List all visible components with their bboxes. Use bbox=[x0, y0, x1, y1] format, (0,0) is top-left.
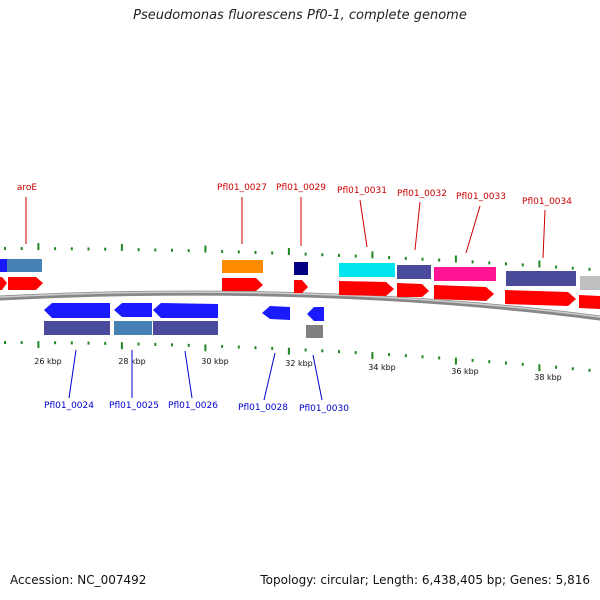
leader-Pfl01_0024 bbox=[68, 349, 77, 399]
gene-Pfl01_0032-box[interactable] bbox=[397, 265, 431, 279]
reverse-features bbox=[44, 303, 324, 338]
forward-features bbox=[0, 259, 600, 309]
cds-aroE-arrow[interactable] bbox=[8, 277, 43, 290]
leader-Pfl01_0033 bbox=[465, 205, 481, 254]
label-Pfl01_0034[interactable]: Pfl01_0034 bbox=[522, 197, 572, 207]
genome-backbone bbox=[0, 290, 600, 321]
label-Pfl01_0026[interactable]: Pfl01_0026 bbox=[168, 401, 218, 411]
label-Pfl01_0027[interactable]: Pfl01_0027 bbox=[217, 183, 267, 193]
gene-Pfl01_0025-box[interactable] bbox=[114, 321, 152, 335]
leader-Pfl01_0031 bbox=[359, 199, 368, 248]
gene-Pfl01_0031-box[interactable] bbox=[339, 263, 395, 277]
gene-Pfl01_0030-box[interactable] bbox=[306, 325, 323, 338]
leader-Pfl01_0034 bbox=[542, 209, 546, 259]
cds-Pfl01_0024-arrow[interactable] bbox=[44, 303, 110, 318]
gene-Pfl01_0024-box[interactable] bbox=[44, 321, 110, 335]
cds-Pfl01_0030-arrow[interactable] bbox=[307, 307, 324, 321]
gene-aroE-box[interactable] bbox=[0, 259, 42, 272]
cds-next-arrow[interactable] bbox=[579, 295, 600, 309]
scale-label-30kbp: 30 kbp bbox=[201, 357, 229, 366]
label-Pfl01_0032[interactable]: Pfl01_0032 bbox=[397, 189, 447, 199]
scale-label-26kbp: 26 kbp bbox=[34, 357, 62, 366]
label-Pfl01_0031[interactable]: Pfl01_0031 bbox=[337, 186, 387, 196]
map-title: Pseudomonas fluorescens Pf0-1, complete … bbox=[133, 8, 467, 23]
bottom-leader-lines bbox=[68, 349, 323, 401]
scale-label-34kbp: 34 kbp bbox=[368, 363, 396, 372]
cds-Pfl01_0027-arrow[interactable] bbox=[222, 278, 263, 291]
cds-Pfl01_0026-arrow[interactable] bbox=[153, 303, 218, 318]
cds-Pfl01_0031-arrow[interactable] bbox=[339, 281, 394, 296]
accession-text: Accession: NC_007492 bbox=[10, 573, 147, 587]
gene-Pfl01_0026-box[interactable] bbox=[153, 321, 218, 335]
label-Pfl01_0025[interactable]: Pfl01_0025 bbox=[109, 401, 159, 411]
gene-Pfl01_0033-box[interactable] bbox=[434, 267, 496, 281]
cds-Pfl01_0025-arrow[interactable] bbox=[114, 303, 152, 317]
gene-prev-box[interactable] bbox=[0, 259, 7, 272]
leader-Pfl01_0026 bbox=[184, 350, 193, 399]
cds-prev-arrow[interactable] bbox=[0, 277, 7, 290]
genome-summary-text: Topology: circular; Length: 6,438,405 bp… bbox=[260, 573, 590, 587]
leader-Pfl01_0028 bbox=[263, 352, 276, 401]
label-Pfl01_0028[interactable]: Pfl01_0028 bbox=[238, 403, 288, 413]
cds-Pfl01_0029-arrow[interactable] bbox=[294, 280, 308, 293]
gene-Pfl01_0029-box[interactable] bbox=[294, 262, 308, 275]
cds-Pfl01_0032-arrow[interactable] bbox=[397, 283, 429, 297]
scale-label-32kbp: 32 kbp bbox=[285, 359, 313, 368]
label-Pfl01_0033[interactable]: Pfl01_0033 bbox=[456, 192, 506, 202]
label-Pfl01_0029[interactable]: Pfl01_0029 bbox=[276, 183, 326, 193]
leader-Pfl01_0032 bbox=[414, 201, 421, 251]
cds-Pfl01_0028-arrow[interactable] bbox=[262, 306, 290, 320]
gene-next-box[interactable] bbox=[580, 276, 600, 290]
tick-row-bottom bbox=[4, 341, 591, 372]
label-Pfl01_0030[interactable]: Pfl01_0030 bbox=[299, 404, 349, 414]
cds-Pfl01_0033-arrow[interactable] bbox=[434, 285, 494, 301]
tick-row-top bbox=[4, 243, 591, 271]
genome-backbone-highlight bbox=[0, 291, 600, 318]
label-aroE[interactable]: aroE bbox=[17, 183, 38, 193]
cds-Pfl01_0034-arrow[interactable] bbox=[505, 290, 576, 306]
top-leader-lines bbox=[25, 197, 546, 259]
gene-Pfl01_0027-box[interactable] bbox=[222, 260, 263, 273]
scale-label-36kbp: 36 kbp bbox=[451, 367, 479, 376]
scale-label-38kbp: 38 kbp bbox=[534, 373, 562, 382]
gene-Pfl01_0034-box[interactable] bbox=[506, 271, 576, 286]
leader-Pfl01_0030 bbox=[312, 354, 323, 401]
label-Pfl01_0024[interactable]: Pfl01_0024 bbox=[44, 401, 94, 411]
